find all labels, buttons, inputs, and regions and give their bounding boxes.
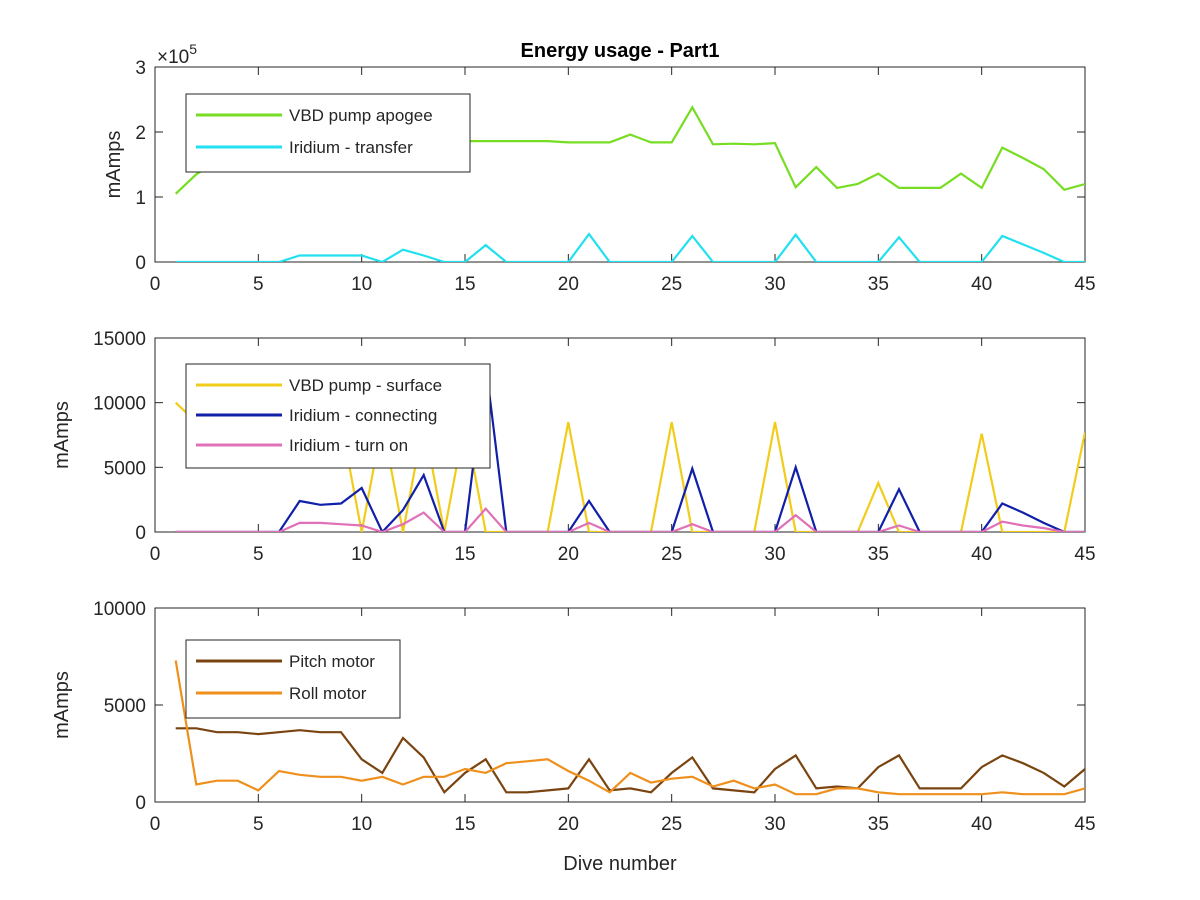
legend: Pitch motor Roll motor — [185, 639, 401, 719]
series-line-iridium-turn-on — [175, 507, 1085, 532]
y-tick-label: 1 — [135, 188, 146, 209]
y-tick-label: 15000 — [93, 329, 146, 350]
x-tick-label: 15 — [454, 274, 475, 295]
legend-label-iridium-turn-on: Iridium - turn on — [289, 436, 408, 455]
legend-label-vbd-pump-apogee: VBD pump apogee — [289, 106, 433, 125]
y-tick-label: 5000 — [104, 696, 146, 717]
legend-label-roll-motor: Roll motor — [289, 684, 367, 703]
x-tick-label: 40 — [971, 544, 992, 565]
x-tick-label: 0 — [150, 544, 161, 565]
x-tick-label: 15 — [454, 814, 475, 835]
subplot-3: 0 5 10 15 20 25 30 35 40 45 0 5000 10000 mAmps Pitch m… — [51, 599, 1096, 835]
x-tick-label: 10 — [351, 814, 372, 835]
x-tick-label: 20 — [558, 274, 579, 295]
y-tick-label: 5000 — [104, 458, 146, 479]
x-tick-label: 25 — [661, 274, 682, 295]
x-tick-label: 40 — [971, 274, 992, 295]
x-tick-label: 25 — [661, 544, 682, 565]
legend-label-iridium-connecting: Iridium - connecting — [289, 406, 437, 425]
y-tick-label: 10000 — [93, 599, 146, 620]
series-line-roll-motor — [174, 660, 1085, 796]
x-tick-label: 20 — [558, 814, 579, 835]
x-tick-label: 45 — [1074, 814, 1095, 835]
y-multiplier-base: ×10 — [157, 47, 189, 68]
figure-title: Energy usage - Part1 — [521, 40, 720, 62]
y-axis-label: mAmps — [103, 131, 125, 199]
series-line-iridium-connecting — [175, 363, 1085, 532]
legend-label-iridium-transfer: Iridium - transfer — [289, 138, 413, 157]
x-tick-label: 35 — [868, 544, 889, 565]
series-line-pitch-motor — [175, 727, 1085, 795]
y-axis-label: mAmps — [51, 671, 73, 739]
x-tick-label: 45 — [1074, 274, 1095, 295]
x-tick-label: 30 — [764, 274, 785, 295]
legend-label-vbd-pump-surface: VBD pump - surface — [289, 376, 442, 395]
y-axis-label: mAmps — [51, 401, 73, 469]
y-tick-label: 0 — [135, 253, 146, 274]
x-tick-label: 35 — [868, 274, 889, 295]
x-tick-label: 10 — [351, 274, 372, 295]
x-tick-label: 0 — [150, 274, 161, 295]
x-tick-label: 5 — [253, 544, 264, 565]
x-tick-label: 15 — [454, 544, 475, 565]
legend-label-pitch-motor: Pitch motor — [289, 652, 375, 671]
legend-box — [185, 93, 471, 173]
subplot-2: 0 5 10 15 20 25 30 35 40 45 0 5000 10000 15000 mAmps VB… — [51, 329, 1096, 565]
x-tick-label: 45 — [1074, 544, 1095, 565]
y-multiplier-exponent: 5 — [189, 41, 197, 57]
x-tick-label: 25 — [661, 814, 682, 835]
x-tick-label: 30 — [764, 814, 785, 835]
x-tick-label: 35 — [868, 814, 889, 835]
x-tick-label: 0 — [150, 814, 161, 835]
x-tick-label: 30 — [764, 544, 785, 565]
y-tick-label: 3 — [135, 58, 146, 79]
x-tick-label: 40 — [971, 814, 992, 835]
y-tick-label: 0 — [135, 523, 146, 544]
legend: VBD pump - surface Iridium - connecting Ir… — [185, 363, 491, 469]
series-group — [174, 660, 1085, 796]
x-axis-label: Dive number — [563, 853, 677, 875]
x-tick-label: 10 — [351, 544, 372, 565]
legend-box — [185, 639, 401, 719]
x-tick-label: 5 — [253, 274, 264, 295]
x-tick-label: 5 — [253, 814, 264, 835]
legend: VBD pump apogee Iridium - transfer — [185, 93, 471, 173]
y-tick-label: 10000 — [93, 394, 146, 415]
series-line-iridium-transfer — [175, 232, 1085, 262]
y-axis-multiplier: ×105 — [157, 41, 197, 68]
y-tick-label: 2 — [135, 123, 146, 144]
x-tick-label: 20 — [558, 544, 579, 565]
y-tick-label: 0 — [135, 793, 146, 814]
